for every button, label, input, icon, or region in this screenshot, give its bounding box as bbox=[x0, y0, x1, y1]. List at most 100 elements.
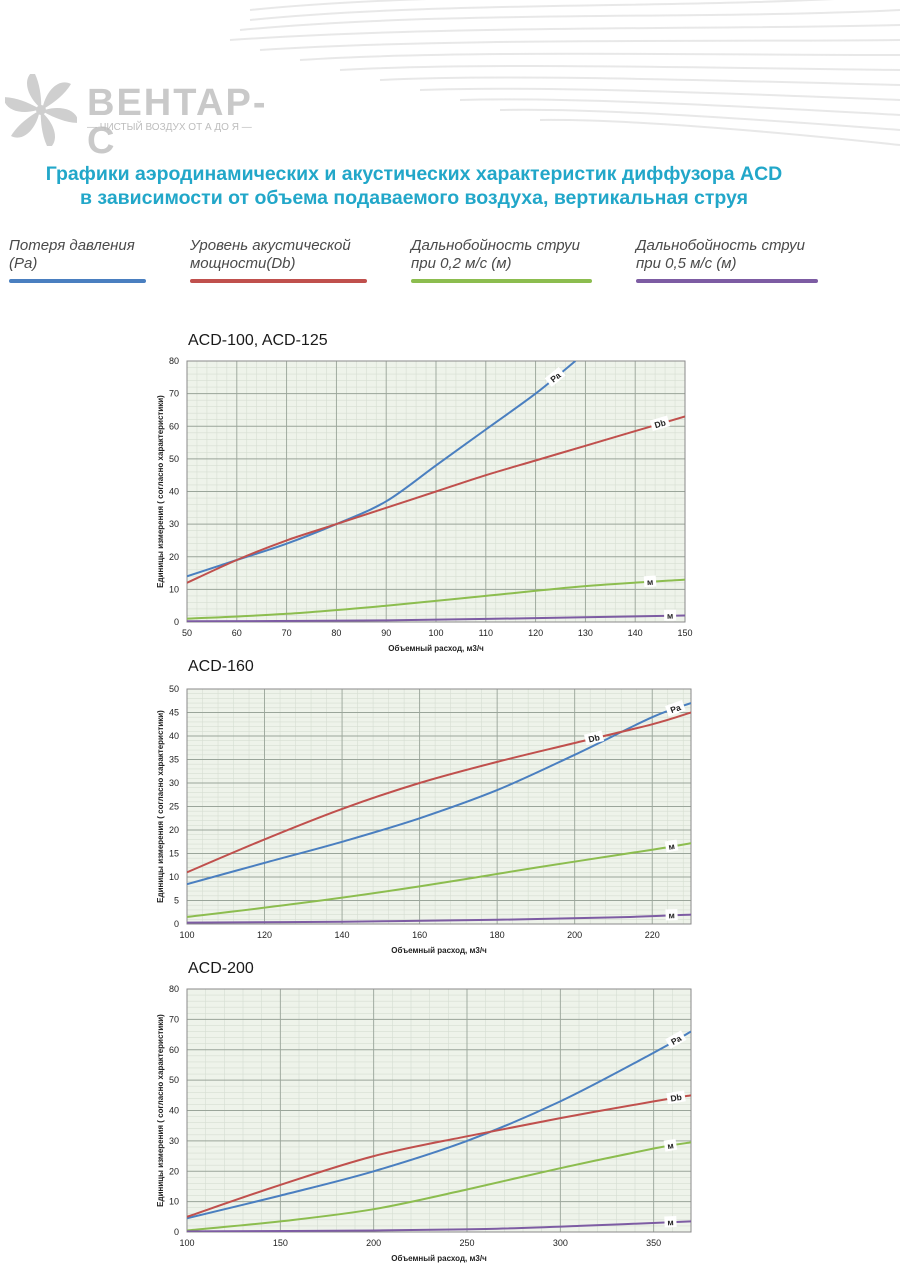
series-label-0: Pa bbox=[665, 1030, 687, 1049]
x-tick-label: 250 bbox=[459, 1238, 474, 1248]
y-tick-label: 0 bbox=[174, 1227, 179, 1237]
x-tick-label: 140 bbox=[628, 628, 643, 638]
series-line-2 bbox=[187, 842, 691, 918]
y-axis-label: Единицы измерения ( согласно характерист… bbox=[156, 710, 165, 903]
x-tick-label: 50 bbox=[182, 628, 192, 638]
x-tick-label: 200 bbox=[366, 1238, 381, 1248]
y-tick-label: 25 bbox=[169, 802, 179, 812]
x-tick-label: 350 bbox=[646, 1238, 661, 1248]
legend-swatch-sound-power bbox=[190, 279, 367, 283]
svg-text:м: м bbox=[667, 611, 673, 621]
series-line-1 bbox=[187, 1094, 691, 1218]
series-label-1: Db bbox=[649, 415, 671, 432]
svg-text:Db: Db bbox=[587, 732, 600, 744]
y-tick-label: 10 bbox=[169, 872, 179, 882]
legend-item-pressure-loss: Потеря давления (Pa) bbox=[9, 237, 199, 283]
chart-acd-200: 100 150 200 250 300 350 0 10 20 30 40 50 60 70 80 Объем… bbox=[156, 984, 692, 1263]
series-line-0 bbox=[187, 702, 691, 886]
chart-acd-100-125: 50 60 70 80 90 100 110 120 130 140 150 0 10 20 30 40 50 6… bbox=[156, 356, 693, 653]
x-tick-label: 80 bbox=[331, 628, 341, 638]
legend-label-line-1: Потеря давления bbox=[9, 237, 135, 254]
series-line-2 bbox=[187, 578, 685, 620]
series-label-2: м bbox=[664, 839, 679, 853]
legend-item-throw-05: Дальнобойность струи при 0,5 м/с (м) bbox=[636, 237, 826, 283]
x-tick-label: 100 bbox=[179, 930, 194, 940]
x-tick-label: 160 bbox=[412, 930, 427, 940]
legend-swatch-pressure-loss bbox=[9, 279, 146, 283]
chart-title-acd-160: ACD-160 bbox=[188, 658, 254, 675]
x-tick-label: 150 bbox=[273, 1238, 288, 1248]
series-label-2: м bbox=[663, 1138, 678, 1152]
legend-label-line-1: Уровень акустической bbox=[190, 237, 351, 254]
legend-item-sound-power: Уровень акустической мощности(Db) bbox=[190, 237, 380, 283]
svg-text:м: м bbox=[647, 577, 654, 587]
y-tick-label: 30 bbox=[169, 519, 179, 529]
y-tick-label: 70 bbox=[169, 389, 179, 399]
x-tick-label: 180 bbox=[490, 930, 505, 940]
brand-logo: ВЕНТАР-С — ЧИСТЫЙ ВОЗДУХ ОТ А ДО Я — bbox=[5, 74, 266, 160]
chart-acd-160: 100 120 140 160 180 200 220 0 5 10 15 20 25 30 35 40 45 5… bbox=[156, 684, 692, 955]
y-axis-label: Единицы измерения ( согласно характерист… bbox=[156, 1014, 165, 1207]
y-tick-label: 60 bbox=[169, 1045, 179, 1055]
x-tick-label: 150 bbox=[677, 628, 692, 638]
series-label-3: м bbox=[663, 609, 677, 621]
svg-text:м: м bbox=[667, 1217, 674, 1227]
x-tick-label: 90 bbox=[381, 628, 391, 638]
y-axis-label: Единицы измерения ( согласно характерист… bbox=[156, 395, 165, 588]
page-title-line-1: Графики аэродинамических и акустических … bbox=[45, 163, 783, 185]
y-tick-label: 20 bbox=[169, 1166, 179, 1176]
series-label-0: Pa bbox=[664, 699, 686, 717]
legend-swatch-throw-05 bbox=[636, 279, 818, 283]
y-tick-label: 0 bbox=[174, 919, 179, 929]
legend-swatch-throw-02 bbox=[411, 279, 592, 283]
y-tick-label: 15 bbox=[169, 849, 179, 859]
series-line-2 bbox=[187, 1141, 691, 1232]
x-axis-label: Объемный расход, м3/ч bbox=[388, 644, 484, 653]
y-tick-label: 35 bbox=[169, 755, 179, 765]
series-line-3 bbox=[187, 614, 685, 622]
svg-text:м: м bbox=[667, 1140, 675, 1151]
series-line-0 bbox=[187, 361, 577, 578]
y-tick-label: 30 bbox=[169, 1136, 179, 1146]
legend-item-throw-02: Дальнобойность струи при 0,2 м/с (м) bbox=[411, 237, 601, 283]
y-tick-label: 40 bbox=[169, 487, 179, 497]
series-label-3: м bbox=[665, 909, 678, 921]
y-tick-label: 50 bbox=[169, 1075, 179, 1085]
x-tick-label: 200 bbox=[567, 930, 582, 940]
series-label-2: м bbox=[643, 575, 657, 588]
legend-label-line-1: Дальнобойность струи bbox=[636, 237, 805, 254]
svg-text:Db: Db bbox=[670, 1092, 683, 1104]
legend-label-line-2: при 0,5 м/с (м) bbox=[636, 255, 737, 272]
series-label-3: м bbox=[664, 1215, 677, 1228]
y-tick-label: 40 bbox=[169, 1106, 179, 1116]
y-tick-label: 45 bbox=[169, 708, 179, 718]
svg-text:Pa: Pa bbox=[669, 1033, 683, 1047]
brand-tagline: — ЧИСТЫЙ ВОЗДУХ ОТ А ДО Я — bbox=[87, 122, 252, 133]
y-tick-label: 10 bbox=[169, 1197, 179, 1207]
plot-frame bbox=[186, 360, 686, 623]
svg-text:Pa: Pa bbox=[669, 702, 682, 715]
y-tick-label: 80 bbox=[169, 984, 179, 994]
y-tick-label: 5 bbox=[174, 896, 179, 906]
x-axis-label: Объемный расход, м3/ч bbox=[391, 1254, 487, 1263]
x-tick-label: 120 bbox=[257, 930, 272, 940]
chart-title-acd-200: ACD-200 bbox=[188, 960, 254, 977]
plot-frame bbox=[186, 988, 692, 1233]
x-tick-label: 120 bbox=[528, 628, 543, 638]
legend-label-line-1: Дальнобойность струи bbox=[411, 237, 580, 254]
series-line-0 bbox=[187, 1030, 691, 1220]
x-tick-label: 220 bbox=[645, 930, 660, 940]
y-tick-label: 20 bbox=[169, 825, 179, 835]
series-label-1: Db bbox=[583, 730, 605, 746]
x-tick-label: 60 bbox=[232, 628, 242, 638]
legend-label-line-2: (Pa) bbox=[9, 255, 38, 272]
chart-title-acd-100-125: ACD-100, ACD-125 bbox=[188, 332, 328, 349]
page-title-line-2: в зависимости от объема подаваемого возд… bbox=[79, 187, 749, 210]
y-tick-label: 80 bbox=[169, 356, 179, 366]
series-label-1: Db bbox=[666, 1090, 686, 1105]
x-tick-label: 300 bbox=[553, 1238, 568, 1248]
svg-text:Db: Db bbox=[653, 417, 667, 430]
series-line-3 bbox=[187, 913, 691, 924]
series-line-1 bbox=[187, 415, 685, 584]
fan-icon bbox=[5, 74, 77, 146]
